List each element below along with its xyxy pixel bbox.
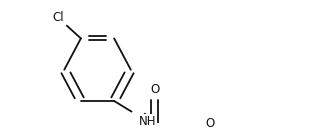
Text: NH: NH [139, 115, 156, 128]
Text: O: O [205, 117, 214, 130]
Text: O: O [150, 83, 159, 96]
Text: Cl: Cl [53, 10, 64, 23]
